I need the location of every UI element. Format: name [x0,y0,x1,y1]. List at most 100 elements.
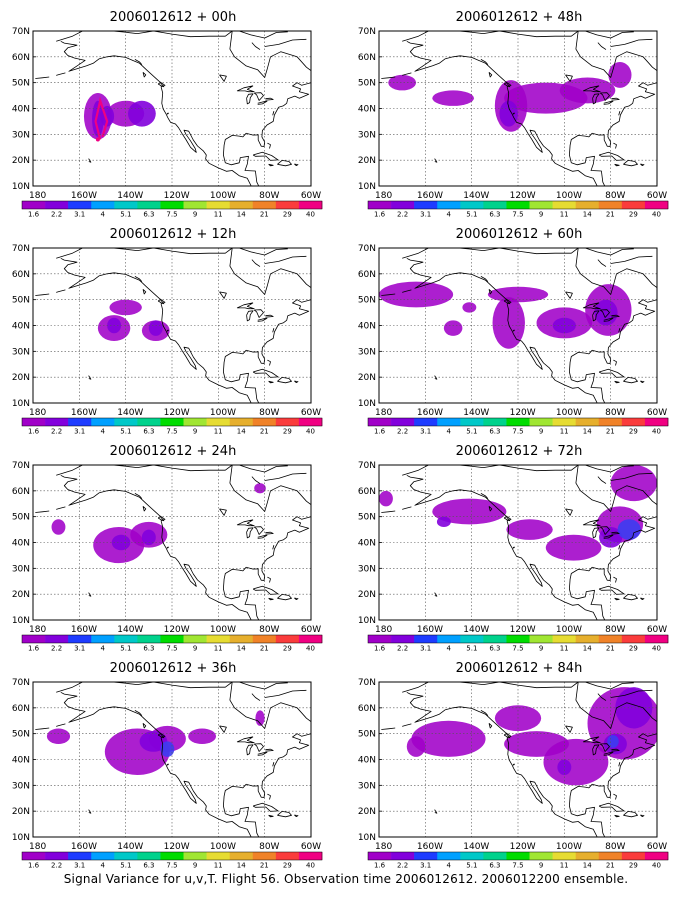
colorbar-swatch [483,852,507,860]
coastline [239,682,288,690]
colorbar-label: 6.3 [489,862,500,870]
colorbar-label: 7.5 [166,862,177,870]
coastline [480,59,489,65]
colorbar-swatch [229,418,254,426]
coastline [56,723,66,727]
latitude-label: 70N [12,244,30,254]
coastline [585,31,634,39]
coastline [142,723,147,729]
coastline [252,368,279,378]
coastline [239,465,288,473]
colorbar-label: 1.6 [28,645,40,653]
coastline [265,748,274,752]
coastline [406,257,598,403]
latitude-label: 20N [12,373,30,383]
coastline [614,163,620,167]
coastline [381,727,396,730]
colorbar-swatch [598,201,623,209]
coastline [236,302,255,310]
colorbar-label: 40 [652,428,661,436]
coastline [142,72,147,78]
colorbar-swatch [45,418,69,426]
colorbar-swatch [252,852,277,860]
colorbar-label: 3.1 [74,428,85,436]
variance-region [499,100,518,127]
latitude-label: 30N [12,564,30,574]
coastline [219,725,227,733]
longitude-label: 160W [417,408,443,418]
coastline [434,158,438,163]
colorbar-label: 7.5 [512,645,523,653]
longitude-label: 60W [301,625,321,635]
map-svg: 2006012612 + 84h 70N 60N 50N 40N 30N 20N 10N180… [358,661,669,870]
coastline [512,112,515,115]
colorbar-swatch [460,418,484,426]
colorbar-label: 3.1 [74,211,85,219]
coastline [582,302,601,310]
colorbar-label: 4 [447,862,452,870]
coastline [512,546,515,549]
longitude-label: 120W [510,408,536,418]
colorbar-label: 2.2 [51,211,62,219]
colorbar-label: 2.2 [397,211,408,219]
coastline [488,72,493,78]
longitude-label: 60W [647,408,667,418]
latitude-label: 20N [12,156,30,166]
colorbar-swatch [68,201,92,209]
coastline [253,743,264,752]
coastline [60,691,252,837]
map-panel-p72: 2006012612 + 72h 70N 60N 50N 40N 30N 20N 10N 180… [346,434,692,653]
coastline [599,309,610,318]
colorbar-label: 29 [283,645,292,653]
coastline [251,259,261,267]
colorbar-swatch [91,418,115,426]
colorbar-swatch [298,635,323,643]
coastline [603,751,614,756]
coastline [611,748,620,752]
coastline [585,682,634,690]
longitude-label: 140W [117,842,143,852]
latitude-label: 30N [358,564,376,574]
coastline [277,376,292,384]
colorbar-swatch [22,418,46,426]
colorbar-label: 40 [306,428,315,436]
colorbar-swatch [552,852,576,860]
colorbar-label: 14 [237,645,246,653]
coastline [592,310,600,322]
colorbar-label: 5.1 [466,645,477,653]
colorbar-label: 9 [193,211,197,219]
coastline [402,465,579,476]
coastline [236,736,255,744]
longitude-label: 160W [417,625,443,635]
latitude-label: 50N [12,513,30,523]
colorbar-swatch [160,201,184,209]
coastline [565,508,573,516]
coastline [56,506,66,510]
colorbar-swatch [68,852,92,860]
longitude-label: 180 [375,191,392,201]
colorbar-label: 1.6 [28,211,40,219]
latitude-label: 40N [12,105,30,115]
coastline [294,814,299,818]
coastline [268,597,274,601]
latitude-label: 30N [12,130,30,140]
colorbar-frame [367,851,669,861]
latitude-label: 70N [12,27,30,37]
colorbar-label: 11 [560,862,569,870]
coastline [257,100,268,105]
colorbar-swatch [91,201,115,209]
colorbar-frame [21,851,323,861]
colorbar-label: 29 [629,428,638,436]
colorbar-swatch [391,635,415,643]
map-panel-p00: 2006012612 + 00h 70N 60N 50N 40N 30N 20N 10N 180… [0,0,346,219]
colorbar-label: 4 [101,428,106,436]
longitude-label: 60W [647,842,667,852]
coastline [222,465,311,620]
latitude-label: 70N [358,244,376,254]
colorbar-label: 29 [283,211,292,219]
colorbar-label: 21 [606,428,615,436]
coastline [239,31,288,39]
variance-region [617,519,641,540]
colorbar-swatch [68,418,92,426]
colorbar-swatch [114,635,138,643]
